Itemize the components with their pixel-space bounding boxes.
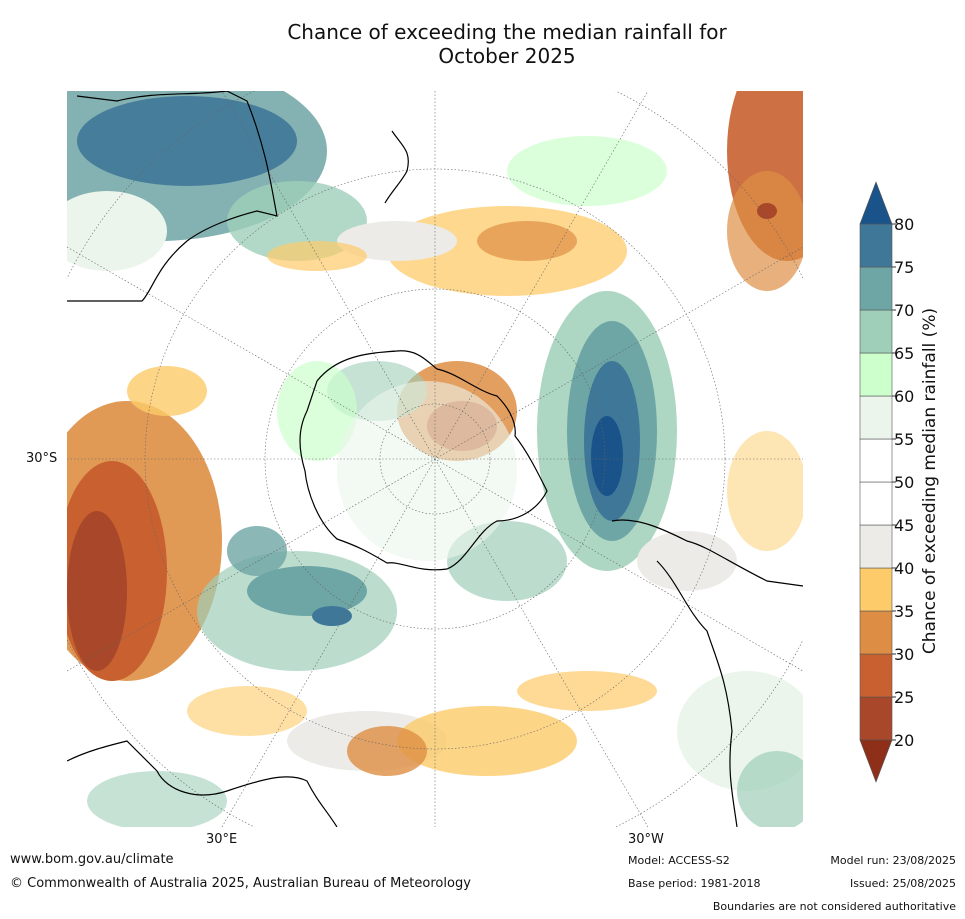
colorbar-tick-label: 20	[894, 731, 914, 750]
title-line-2: October 2025	[438, 44, 576, 68]
colorbar-band	[859, 567, 893, 612]
map-title: Chance of exceeding the median rainfall …	[0, 20, 965, 68]
colorbar-tick-label: 30	[894, 645, 914, 664]
colorbar-band	[859, 481, 893, 526]
rainfall-map	[67, 91, 803, 827]
colorbar-extend-top	[859, 181, 893, 225]
coastlines	[67, 91, 803, 827]
colorbar-tick-label: 25	[894, 688, 914, 707]
probability-field	[67, 91, 803, 827]
colorbar-tick-label: 55	[894, 430, 914, 449]
colorbar-band	[859, 438, 893, 483]
colorbar-tick-label: 50	[894, 473, 914, 492]
colorbar-band	[859, 653, 893, 698]
footer-disclaimer: Boundaries are not considered authoritat…	[712, 900, 956, 913]
colorbar-extend-bottom	[859, 739, 893, 783]
footer-copyright: © Commonwealth of Australia 2025, Austra…	[10, 876, 471, 891]
title-line-1: Chance of exceeding the median rainfall …	[287, 20, 727, 44]
colorbar-band	[859, 352, 893, 397]
colorbar-tick-label: 35	[894, 602, 914, 621]
new-zealand-coast	[384, 130, 409, 204]
footer-issued: Issued: 25/08/2025	[849, 877, 956, 890]
longitude-label-east: 30°E	[206, 832, 238, 847]
latitude-label: 30°S	[26, 451, 58, 466]
colorbar: 20 25 30 35 40 45 50 55 60 65 70 75 80	[850, 180, 940, 789]
footer-website: www.bom.gov.au/climate	[10, 852, 174, 867]
colorbar-tick-label: 65	[894, 344, 914, 363]
antarctica-coast	[299, 350, 548, 571]
footer-base-period: Base period: 1981-2018	[628, 877, 761, 890]
south-america-coast	[611, 519, 803, 827]
footer-model: Model: ACCESS-S2	[628, 854, 730, 867]
colorbar-band	[859, 524, 893, 569]
colorbar-tick-label: 75	[894, 258, 914, 277]
colorbar-band	[859, 223, 893, 268]
colorbar-band	[859, 395, 893, 440]
colorbar-tick-label: 70	[894, 301, 914, 320]
colorbar-tick-label: 60	[894, 387, 914, 406]
colorbar-tick-label: 45	[894, 516, 914, 535]
colorbar-tick-label: 40	[894, 559, 914, 578]
colorbar-band	[859, 309, 893, 354]
colorbar-svg: 20 25 30 35 40 45 50 55 60 65 70 75 80	[859, 181, 914, 783]
colorbar-band	[859, 610, 893, 655]
map-canvas	[67, 91, 803, 827]
australia-coast	[67, 91, 278, 302]
graticule	[67, 91, 803, 827]
colorbar-title: Chance of exceeding median rainfall (%)	[920, 307, 940, 655]
longitude-label-west: 30°W	[628, 832, 664, 847]
colorbar-band	[859, 266, 893, 311]
footer-model-run: Model run: 23/08/2025	[830, 854, 956, 867]
colorbar-band	[859, 696, 893, 741]
colorbar-tick-label: 80	[894, 215, 914, 234]
africa-coast	[67, 740, 338, 827]
